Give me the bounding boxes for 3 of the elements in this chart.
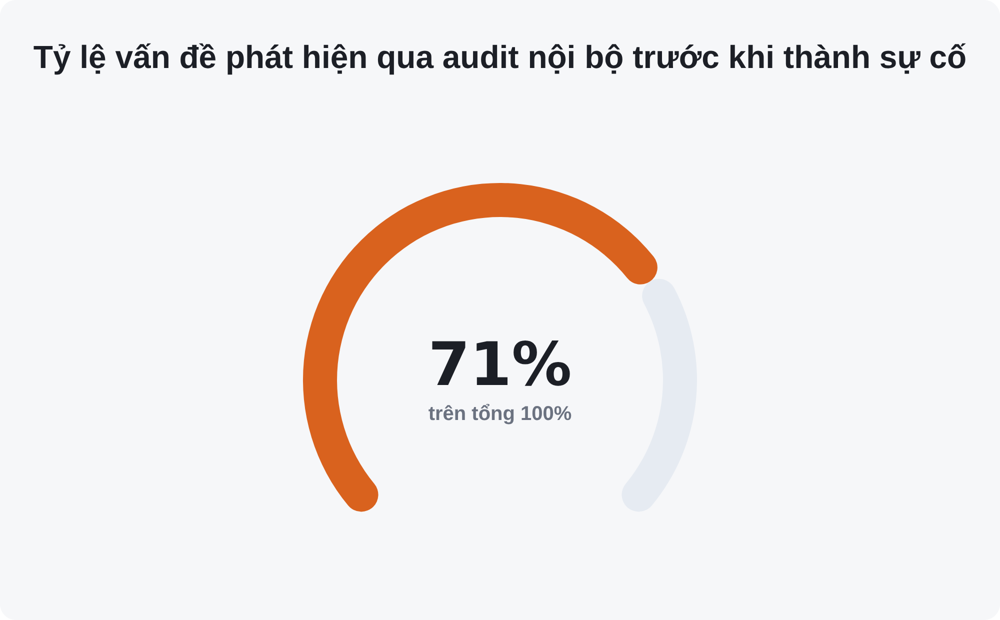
chart-title: Tỷ lệ vấn đề phát hiện qua audit nội bộ trước khi thành sự cố [33, 39, 967, 75]
text: trên tổng 100% [428, 403, 572, 425]
data-label: 71% [428, 330, 572, 400]
